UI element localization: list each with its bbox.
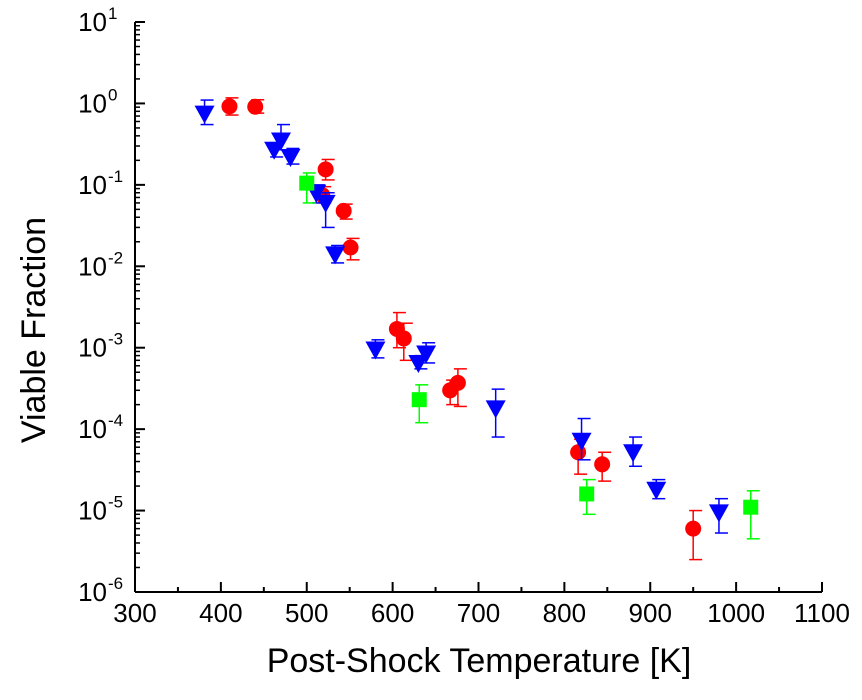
y-tick-exponent: -4 xyxy=(108,411,123,430)
y-tick-exponent: -5 xyxy=(108,493,123,512)
data-point-triangle xyxy=(623,444,644,463)
y-tick-label: 10 xyxy=(78,577,107,607)
x-tick-label: 900 xyxy=(629,598,672,628)
data-point-triangle xyxy=(280,148,301,167)
x-tick-label: 400 xyxy=(199,598,242,628)
y-tick-label: 10 xyxy=(78,333,107,363)
data-point-triangle xyxy=(646,481,667,500)
data-point-square xyxy=(299,175,315,191)
x-axis-title: Post-Shock Temperature [K] xyxy=(267,642,692,680)
y-tick-label: 10 xyxy=(78,414,107,444)
data-point-circle xyxy=(342,239,359,256)
y-tick-exponent: 0 xyxy=(108,85,117,104)
data-point-triangle xyxy=(365,341,386,360)
data-point-square xyxy=(743,499,759,515)
y-tick-label: 10 xyxy=(78,496,107,526)
y-tick-label: 10 xyxy=(78,170,107,200)
y-tick-exponent: -3 xyxy=(108,330,123,349)
x-tick-label: 1000 xyxy=(707,598,765,628)
y-tick-label: 10 xyxy=(78,88,107,118)
y-tick-label: 10 xyxy=(78,251,107,281)
plot-area xyxy=(194,97,760,561)
data-point-circle xyxy=(335,202,352,219)
y-tick-exponent: -6 xyxy=(108,574,123,593)
y-tick-exponent: -1 xyxy=(108,167,123,186)
data-point-triangle xyxy=(416,345,437,364)
data-point-square xyxy=(411,392,427,408)
series-square xyxy=(299,172,760,540)
y-tick-exponent: 1 xyxy=(108,4,117,23)
series-circle xyxy=(221,97,703,561)
data-point-circle xyxy=(594,456,611,473)
data-point-triangle xyxy=(708,504,729,523)
data-point-circle xyxy=(247,98,264,115)
data-point-circle xyxy=(317,161,334,178)
y-tick-exponent: -2 xyxy=(108,248,123,267)
series-triangle-down xyxy=(194,99,729,534)
y-tick-label: 10 xyxy=(78,7,107,37)
x-tick-label: 300 xyxy=(113,598,156,628)
data-point-triangle xyxy=(408,354,429,373)
data-point-triangle xyxy=(325,246,346,265)
data-point-triangle xyxy=(571,432,592,451)
error-bar xyxy=(746,490,760,540)
x-tick-label: 700 xyxy=(457,598,500,628)
data-point-triangle xyxy=(270,132,291,151)
x-tick-label: 600 xyxy=(371,598,414,628)
data-point-circle xyxy=(449,374,466,391)
data-point-circle xyxy=(395,330,412,347)
data-point-triangle xyxy=(315,194,336,213)
data-point-triangle xyxy=(485,400,506,419)
x-tick-label: 1100 xyxy=(794,598,850,628)
data-point-square xyxy=(579,486,595,502)
data-point-triangle xyxy=(194,105,215,124)
y-axis-title: Viable Fraction xyxy=(15,217,53,443)
data-point-circle xyxy=(221,98,238,115)
data-point-circle xyxy=(685,520,702,537)
x-tick-label: 800 xyxy=(543,598,586,628)
x-tick-label: 500 xyxy=(285,598,328,628)
